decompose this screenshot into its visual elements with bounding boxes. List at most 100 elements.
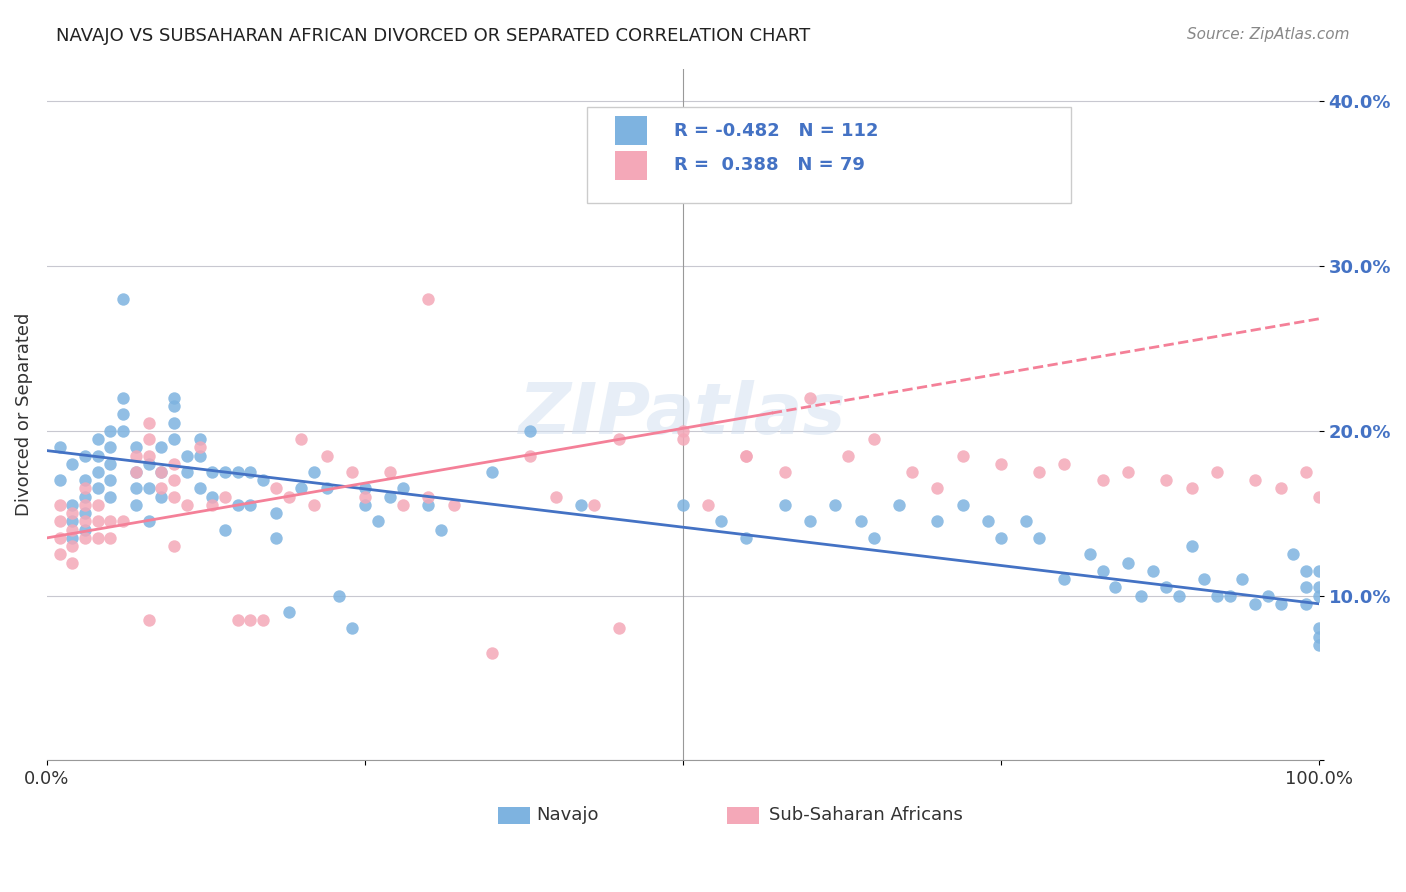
Point	[1142, 564, 1164, 578]
Point	[100, 531, 122, 545]
Point	[1194, 572, 1216, 586]
Y-axis label: Divorced or Separated: Divorced or Separated	[15, 313, 32, 516]
Point	[1104, 580, 1126, 594]
Point	[1295, 465, 1317, 479]
Point	[138, 482, 160, 496]
Point	[163, 490, 186, 504]
Point	[1295, 597, 1317, 611]
Point	[87, 515, 110, 529]
Point	[340, 465, 363, 479]
Point	[773, 498, 796, 512]
Point	[138, 449, 160, 463]
Point	[1154, 473, 1177, 487]
Point	[188, 432, 211, 446]
Point	[672, 424, 695, 438]
Point	[60, 523, 83, 537]
Point	[1181, 539, 1204, 553]
Point	[60, 515, 83, 529]
Bar	[616, 116, 647, 145]
Text: NAVAJO VS SUBSAHARAN AFRICAN DIVORCED OR SEPARATED CORRELATION CHART: NAVAJO VS SUBSAHARAN AFRICAN DIVORCED OR…	[56, 27, 810, 45]
Point	[1308, 564, 1330, 578]
Point	[672, 432, 695, 446]
Point	[252, 613, 274, 627]
Point	[519, 424, 541, 438]
Point	[1091, 473, 1114, 487]
Text: Source: ZipAtlas.com: Source: ZipAtlas.com	[1187, 27, 1350, 42]
Point	[112, 515, 135, 529]
Point	[214, 490, 236, 504]
Point	[87, 531, 110, 545]
Point	[328, 589, 350, 603]
Bar	[498, 806, 530, 824]
Point	[201, 498, 224, 512]
Point	[582, 498, 605, 512]
Point	[100, 515, 122, 529]
Point	[1244, 473, 1267, 487]
Point	[849, 515, 872, 529]
Point	[1257, 589, 1279, 603]
Point	[519, 449, 541, 463]
Point	[1028, 531, 1050, 545]
Point	[125, 465, 148, 479]
Point	[1308, 638, 1330, 652]
Point	[73, 515, 96, 529]
Point	[73, 482, 96, 496]
Point	[73, 449, 96, 463]
Point	[112, 391, 135, 405]
Point	[48, 440, 70, 454]
Point	[290, 432, 312, 446]
Point	[226, 465, 249, 479]
Bar	[616, 151, 647, 180]
Point	[100, 490, 122, 504]
Point	[354, 482, 377, 496]
Point	[73, 498, 96, 512]
Point	[150, 440, 173, 454]
Point	[481, 465, 503, 479]
Point	[163, 416, 186, 430]
FancyBboxPatch shape	[588, 106, 1071, 203]
Point	[73, 523, 96, 537]
Point	[990, 457, 1012, 471]
Point	[60, 539, 83, 553]
Point	[60, 498, 83, 512]
Point	[201, 490, 224, 504]
Point	[1219, 589, 1241, 603]
Text: Sub-Saharan Africans: Sub-Saharan Africans	[769, 805, 963, 824]
Point	[163, 457, 186, 471]
Point	[239, 465, 262, 479]
Point	[176, 465, 198, 479]
Point	[100, 440, 122, 454]
Point	[354, 498, 377, 512]
Point	[138, 432, 160, 446]
Point	[138, 613, 160, 627]
Point	[163, 399, 186, 413]
Point	[73, 531, 96, 545]
Point	[1270, 597, 1292, 611]
Point	[252, 473, 274, 487]
Point	[1270, 482, 1292, 496]
Point	[569, 498, 592, 512]
Point	[1015, 515, 1038, 529]
Point	[112, 292, 135, 306]
Point	[112, 424, 135, 438]
Point	[672, 498, 695, 512]
Point	[138, 515, 160, 529]
Point	[315, 482, 337, 496]
Point	[112, 408, 135, 422]
Point	[87, 498, 110, 512]
Point	[900, 465, 922, 479]
Point	[1232, 572, 1254, 586]
Point	[48, 547, 70, 561]
Point	[100, 473, 122, 487]
Point	[163, 539, 186, 553]
Point	[264, 506, 287, 520]
Point	[1116, 465, 1139, 479]
Point	[392, 498, 415, 512]
Point	[214, 523, 236, 537]
Point	[735, 531, 758, 545]
Point	[1244, 597, 1267, 611]
Point	[1078, 547, 1101, 561]
Point	[977, 515, 1000, 529]
Point	[392, 482, 415, 496]
Point	[73, 490, 96, 504]
